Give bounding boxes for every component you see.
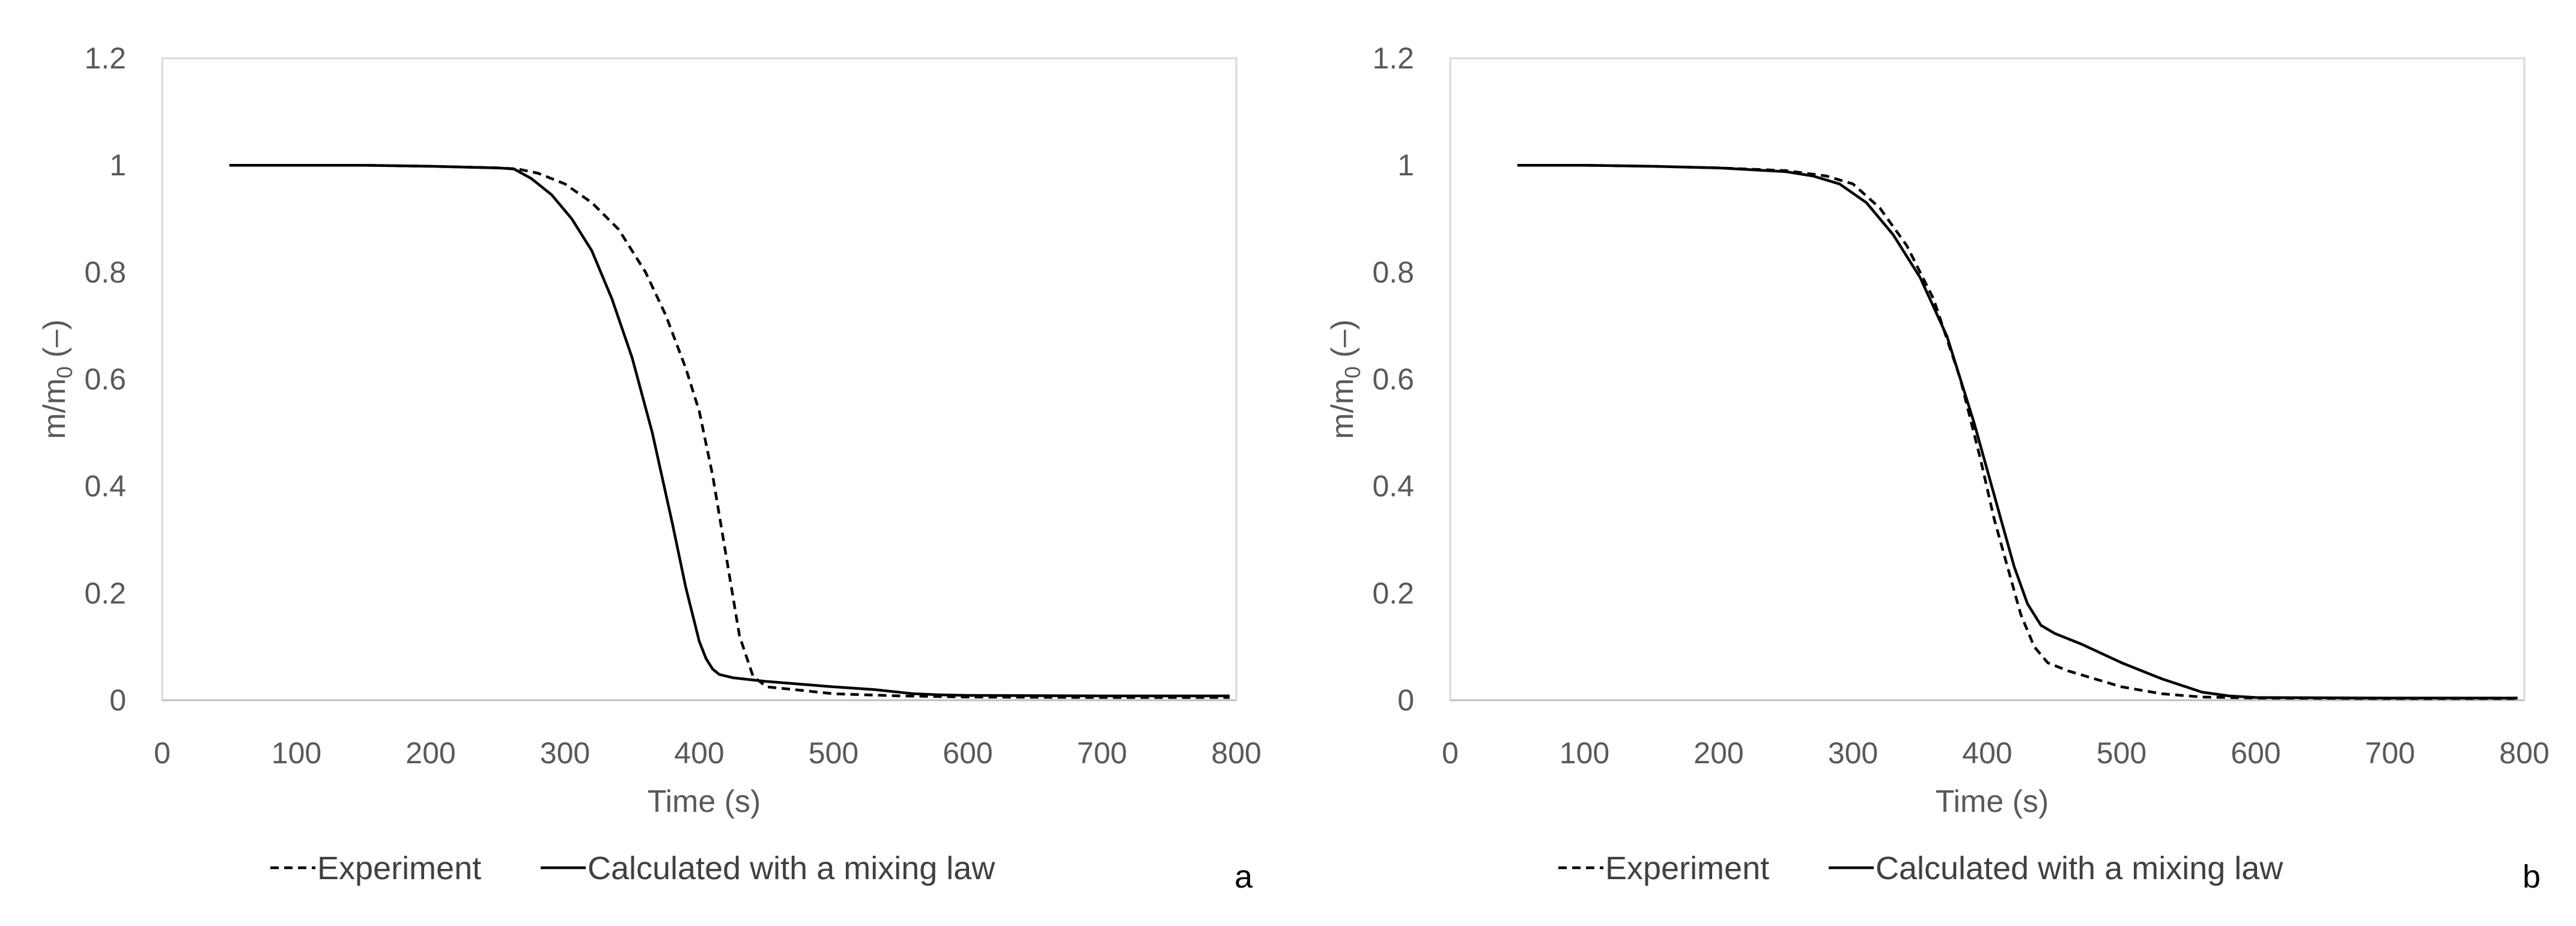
plot-area (161, 57, 1238, 701)
y-axis-title-subscript: 0 (52, 366, 77, 378)
x-tick-label: 800 (1211, 736, 1261, 770)
y-tick-label: 0.6 (1372, 363, 1414, 396)
x-tick-label: 200 (406, 736, 455, 770)
x-tick-label: 300 (540, 736, 590, 770)
plot-area (1449, 57, 2526, 701)
y-tick-label: 0.6 (84, 363, 126, 396)
y-axis-title-unit: (–) (1325, 319, 1360, 366)
y-axis-title: m/m0 (–) (37, 319, 77, 439)
panel-label: b (2523, 859, 2541, 895)
y-axis-title-subscript: 0 (1340, 366, 1365, 378)
y-axis-title: m/m0 (–) (1325, 319, 1365, 439)
legend-label: Experiment (317, 850, 481, 886)
x-tick-label: 0 (1442, 736, 1459, 770)
x-tick-label: 500 (2097, 736, 2146, 770)
x-axis-title: Time (s) (1936, 784, 2049, 819)
x-tick-label: 300 (1828, 736, 1878, 770)
chart-panel-b: 0 100 200 300 400 500 600 700 800 0 0.2 0.4 0.6 0.8 1 1… (1325, 41, 2550, 895)
y-tick-label: 0.8 (84, 255, 126, 289)
y-axis-title-unit: (–) (37, 319, 72, 366)
x-tick-label: 400 (674, 736, 724, 770)
y-tick-label: 0.2 (84, 576, 126, 610)
y-tick-label: 1 (109, 148, 126, 182)
y-tick-label: 0.2 (1372, 576, 1414, 610)
panel-label: a (1235, 859, 1253, 895)
series-line-experiment (1517, 163, 2518, 700)
x-tick-label: 400 (1962, 736, 2012, 770)
y-tick-label: 0.8 (1372, 255, 1414, 289)
series-line-experiment (229, 163, 1230, 699)
x-tick-label: 600 (2231, 736, 2280, 770)
legend-label: Experiment (1605, 850, 1769, 886)
y-tick-label: 0 (109, 683, 126, 717)
x-tick-label: 600 (943, 736, 992, 770)
y-tick-label: 0.4 (1372, 470, 1414, 503)
x-tick-label: 100 (272, 736, 321, 770)
legend-label: Calculated with a mixing law (588, 850, 995, 886)
x-axis-title: Time (s) (648, 784, 761, 819)
legend-label: Calculated with a mixing law (1876, 850, 2283, 886)
y-axis-title-group: m/m0 (–) (37, 319, 77, 439)
x-tick-label: 200 (1694, 736, 1743, 770)
y-axis-title-group: m/m0 (–) (1325, 319, 1365, 439)
y-tick-label: 0 (1397, 683, 1414, 717)
chart-panel-a: 0 100 200 300 400 500 600 700 800 0 0.2 0.4 0.6 0.8 1 1… (37, 41, 1262, 895)
y-axis-title-main: m/m (37, 378, 72, 439)
y-tick-label: 1.2 (84, 41, 126, 75)
y-tick-label: 0.4 (84, 470, 126, 503)
x-tick-label: 100 (1560, 736, 1609, 770)
x-tick-label: 700 (2365, 736, 2415, 770)
series-line-calculated (1517, 163, 2518, 700)
x-tick-label: 0 (154, 736, 171, 770)
series-line-calculated (229, 163, 1230, 698)
y-tick-label: 1.2 (1372, 41, 1414, 75)
x-tick-label: 700 (1077, 736, 1127, 770)
y-axis-title-main: m/m (1325, 378, 1360, 439)
x-tick-label: 500 (809, 736, 858, 770)
y-tick-label: 1 (1397, 148, 1414, 182)
x-tick-label: 800 (2499, 736, 2549, 770)
